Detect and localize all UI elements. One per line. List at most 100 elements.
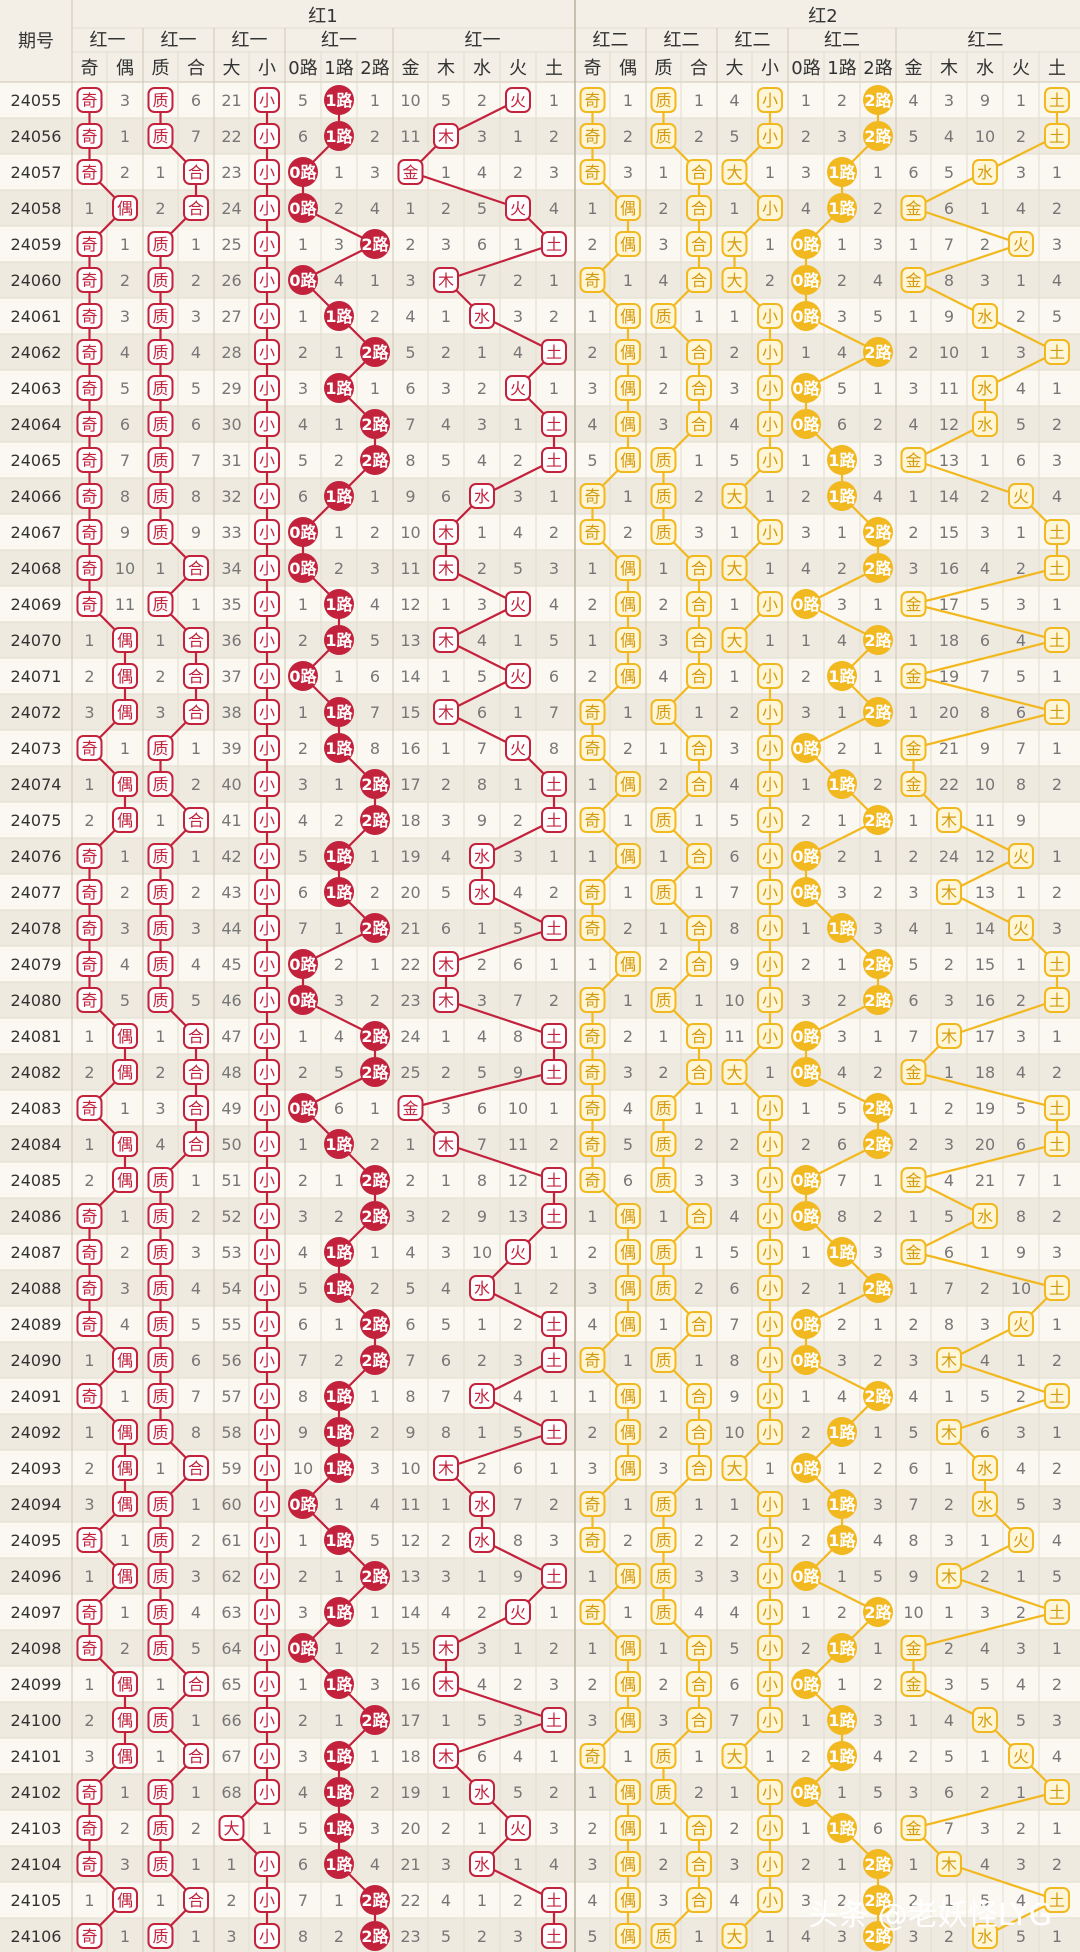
hit-label: 1路 <box>828 919 856 938</box>
hit-label: 偶 <box>117 1423 133 1442</box>
miss-count: 2 <box>908 523 918 542</box>
hit-box-mark <box>254 1059 280 1085</box>
hit-label: 偶 <box>620 1423 636 1442</box>
hit-label: 奇 <box>584 1099 600 1118</box>
hit-label: 奇 <box>81 919 97 938</box>
hit-box-mark <box>1044 87 1070 113</box>
hit-label: 合 <box>188 667 204 686</box>
hit-box-mark <box>254 1455 280 1481</box>
miss-count: 1 <box>370 1099 380 1118</box>
hit-label: 偶 <box>620 379 636 398</box>
miss-count: 1 <box>801 1387 811 1406</box>
hit-label: 小 <box>259 739 275 758</box>
miss-count: 3 <box>120 1855 130 1874</box>
miss-count: 39 <box>221 739 241 758</box>
hit-label: 木 <box>941 883 957 902</box>
hit-label: 0路 <box>792 1315 820 1334</box>
hit-label: 土 <box>1049 955 1065 974</box>
miss-count: 1 <box>120 1099 130 1118</box>
miss-count: 1 <box>623 1747 633 1766</box>
miss-count: 1 <box>84 1567 94 1586</box>
miss-count: 7 <box>1016 1171 1026 1190</box>
hit-box-mark <box>972 303 998 329</box>
hit-label: 偶 <box>620 343 636 362</box>
miss-count: 2 <box>873 1063 883 1082</box>
miss-count: 1 <box>477 523 487 542</box>
miss-count: 3 <box>837 1351 847 1370</box>
column-header: 质 <box>655 58 673 79</box>
miss-count: 3 <box>980 1603 990 1622</box>
hit-box-mark <box>615 1419 641 1445</box>
hit-label: 小 <box>762 919 778 938</box>
hit-box-mark <box>469 1851 495 1877</box>
hit-box-mark <box>615 339 641 365</box>
hit-box-mark <box>615 375 641 401</box>
miss-count: 8 <box>441 1423 451 1442</box>
miss-count: 1 <box>155 631 165 650</box>
miss-count: 6 <box>944 199 954 218</box>
hit-label: 奇 <box>81 1315 97 1334</box>
hit-circle-mark <box>360 1921 390 1951</box>
miss-count: 1 <box>658 1639 668 1658</box>
hit-box-mark <box>686 1635 712 1661</box>
hit-box-mark <box>183 1743 209 1769</box>
hit-label: 小 <box>762 1243 778 1262</box>
hit-label: 大 <box>726 631 742 650</box>
miss-count: 5 <box>908 1423 918 1442</box>
miss-count: 1 <box>298 307 308 326</box>
hit-label: 小 <box>259 811 275 830</box>
miss-count: 6 <box>837 415 847 434</box>
hit-label: 小 <box>762 739 778 758</box>
miss-count: 3 <box>441 1855 451 1874</box>
miss-count: 6 <box>370 667 380 686</box>
period-cell: 24097 <box>11 1603 62 1622</box>
miss-count: 1 <box>549 1243 559 1262</box>
hit-box-mark <box>76 519 103 545</box>
hit-circle-mark <box>863 1381 893 1411</box>
hit-box-mark <box>147 1635 174 1661</box>
hit-label: 质 <box>152 523 168 542</box>
hit-circle-mark <box>360 445 390 475</box>
hit-box-mark <box>254 1023 280 1049</box>
miss-count: 3 <box>837 1027 847 1046</box>
hit-box-mark <box>615 555 641 581</box>
miss-count: 1 <box>120 739 130 758</box>
miss-count: 2 <box>441 1063 451 1082</box>
miss-count: 2 <box>729 343 739 362</box>
miss-count: 2 <box>658 595 668 614</box>
hit-label: 合 <box>691 919 707 938</box>
miss-count: 1 <box>191 1783 201 1802</box>
miss-count: 2 <box>801 667 811 686</box>
miss-count: 4 <box>729 91 739 110</box>
hit-box-mark <box>650 807 677 833</box>
miss-count: 3 <box>908 379 918 398</box>
hit-box-mark <box>900 267 927 293</box>
miss-count: 1 <box>1052 1171 1062 1190</box>
miss-count: 5 <box>513 1423 523 1442</box>
hit-label: 奇 <box>81 1639 97 1658</box>
hit-label: 质 <box>655 1171 671 1190</box>
miss-count: 6 <box>441 919 451 938</box>
miss-count: 20 <box>400 1819 420 1838</box>
hit-label: 合 <box>691 1027 707 1046</box>
hit-label: 偶 <box>620 235 636 254</box>
hit-box-mark <box>541 1167 567 1193</box>
miss-count: 3 <box>1052 235 1062 254</box>
hit-circle-mark <box>791 1309 821 1339</box>
hit-label: 木 <box>941 1423 957 1442</box>
hit-label: 奇 <box>81 127 97 146</box>
miss-count: 3 <box>1052 451 1062 470</box>
hit-label: 奇 <box>81 1387 97 1406</box>
miss-count: 2 <box>873 199 883 218</box>
hit-box-mark <box>147 267 174 293</box>
hit-label: 小 <box>762 343 778 362</box>
miss-count: 5 <box>908 955 918 974</box>
miss-count: 1 <box>298 595 308 614</box>
hit-label: 合 <box>188 559 204 578</box>
column-header: 2路 <box>863 58 892 79</box>
miss-count: 4 <box>1016 199 1026 218</box>
miss-count: 1 <box>513 775 523 794</box>
hit-box-mark <box>147 519 174 545</box>
hit-label: 土 <box>546 415 562 434</box>
miss-count: 37 <box>221 667 241 686</box>
